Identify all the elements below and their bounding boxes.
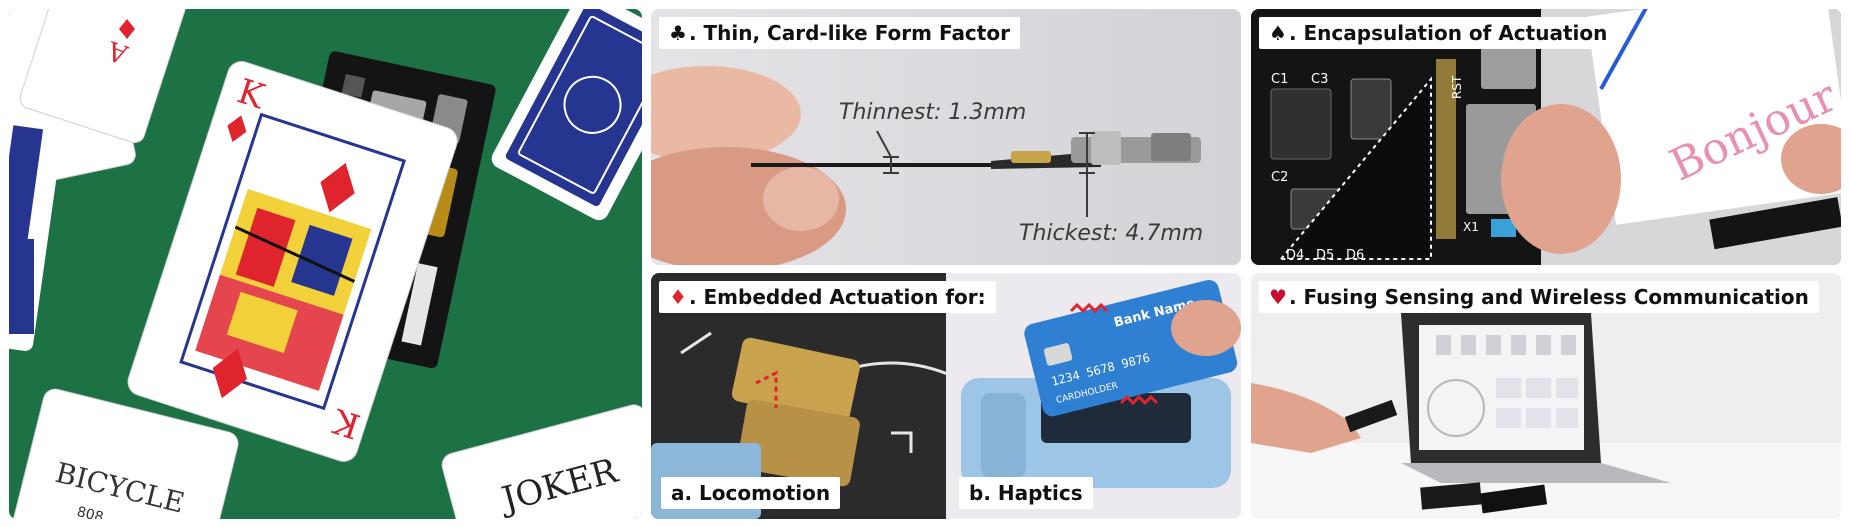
form-factor-title-text: . Thin, Card-like Form Factor (688, 21, 1010, 45)
robot-card-2 (737, 399, 860, 487)
finger-top (651, 66, 801, 162)
joker-card-bottom: JOKER (441, 404, 642, 519)
locomotion-label: a. Locomotion (661, 477, 841, 509)
hand-left (1501, 104, 1621, 254)
actuation-illustration: Bank Name 1234 5678 9876 CARDHOLDER (651, 273, 1241, 519)
thinnest-marker (876, 130, 899, 174)
pcb-label-c3: C3 (1311, 72, 1328, 87)
laptop-scene-illustration (1251, 273, 1841, 519)
pcb-label-c2: C2 (1271, 170, 1288, 185)
bicycle-card-bottom: BICYCLE 808 (9, 388, 239, 519)
heart-icon: ♥ (1269, 285, 1287, 309)
sensing-title: ♥. Fusing Sensing and Wireless Communica… (1259, 281, 1819, 313)
hand-holding-card (1171, 300, 1241, 356)
thickest-measurement: Thickest: 4.7mm (1019, 221, 1204, 246)
thinnest-measurement: Thinnest: 1.3mm (839, 100, 1027, 125)
pcb-label-rst: RST (1450, 75, 1464, 99)
vibration-icon-top (1069, 302, 1109, 314)
main-photo-panel: A K (9, 9, 642, 519)
sensing-title-text: . Fusing Sensing and Wireless Communicat… (1288, 285, 1809, 309)
spade-icon: ♠ (1269, 21, 1287, 45)
hand-right (1781, 124, 1841, 194)
thin-board-edge (751, 163, 991, 167)
pcb-label-d4: D4 (1286, 248, 1304, 263)
encapsulation-title-text: . Encapsulation of Actuation (1288, 21, 1608, 45)
form-factor-title: ♣. Thin, Card-like Form Factor (659, 17, 1020, 49)
thin-board-illustration (651, 9, 1241, 265)
vibration-icon-bottom (1119, 394, 1159, 406)
actuation-title-text: . Embedded Actuation for: (688, 285, 986, 309)
pcb-label-c1: C1 (1271, 72, 1288, 87)
card-table-illustration: A K (9, 9, 642, 519)
card-stack-top-left: A (9, 9, 189, 191)
hand-with-device (1251, 383, 1361, 453)
haptics-label: b. Haptics (959, 477, 1093, 509)
actuation-title: ♦. Embedded Actuation for: (659, 281, 996, 313)
encapsulation-title: ♠. Encapsulation of Actuation (1259, 17, 1618, 49)
blue-card-backs-left (9, 116, 63, 351)
king-of-diamonds-card: K K (127, 61, 458, 462)
thickest-marker (1079, 132, 1095, 217)
card-device (1344, 399, 1398, 433)
encapsulation-panel: C1 C3 C2 RST X1 D4 D5 D6 Bonjour ♠. Enca… (1251, 9, 1841, 265)
diamond-icon: ♦ (669, 285, 687, 309)
form-factor-panel: Thinnest: 1.3mm Thickest: 4.7mm ♣. Thin,… (651, 9, 1241, 265)
pcb-label-d6: D6 (1346, 248, 1364, 263)
blue-card-back-right (491, 9, 642, 221)
deck-code-text: 808 (75, 504, 105, 519)
club-icon: ♣ (669, 21, 687, 45)
sensing-panel: ♥. Fusing Sensing and Wireless Communica… (1251, 273, 1841, 519)
pcb-label-x1: X1 (1463, 220, 1479, 234)
actuation-panel: Bank Name 1234 5678 9876 CARDHOLDER ♦. E… (651, 273, 1241, 519)
encapsulation-illustration: C1 C3 C2 RST X1 D4 D5 D6 Bonjour (1251, 9, 1841, 265)
laptop-base (1401, 463, 1671, 483)
pcb-label-d5: D5 (1316, 248, 1334, 263)
